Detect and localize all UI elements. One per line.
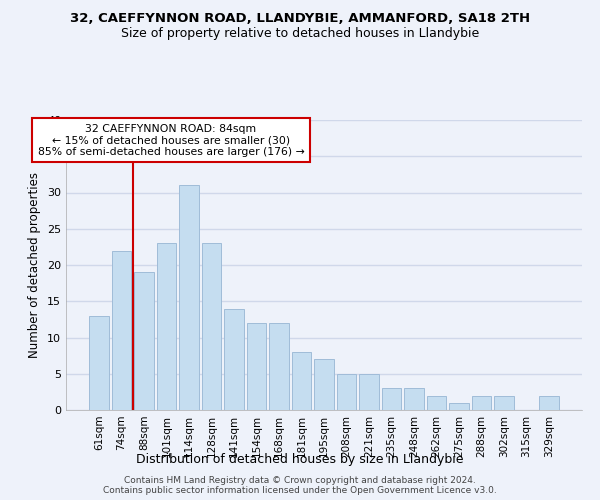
Bar (292, 352, 311, 410)
Y-axis label: Number of detached properties: Number of detached properties (28, 172, 41, 358)
Bar (314, 359, 334, 410)
Bar (247, 323, 266, 410)
Text: Size of property relative to detached houses in Llandybie: Size of property relative to detached ho… (121, 28, 479, 40)
Bar (112, 250, 131, 410)
Bar (404, 388, 424, 410)
Text: Distribution of detached houses by size in Llandybie: Distribution of detached houses by size … (136, 454, 464, 466)
Bar (337, 374, 356, 410)
Bar (359, 374, 379, 410)
Bar (494, 396, 514, 410)
Bar (382, 388, 401, 410)
Bar (202, 244, 221, 410)
Bar (89, 316, 109, 410)
Bar (449, 403, 469, 410)
Bar (134, 272, 154, 410)
Bar (157, 244, 176, 410)
Bar (539, 396, 559, 410)
Bar (472, 396, 491, 410)
Text: Contains HM Land Registry data © Crown copyright and database right 2024.
Contai: Contains HM Land Registry data © Crown c… (103, 476, 497, 495)
Bar (224, 308, 244, 410)
Bar (269, 323, 289, 410)
Text: 32, CAEFFYNNON ROAD, LLANDYBIE, AMMANFORD, SA18 2TH: 32, CAEFFYNNON ROAD, LLANDYBIE, AMMANFOR… (70, 12, 530, 26)
Bar (427, 396, 446, 410)
Bar (179, 185, 199, 410)
Text: 32 CAEFFYNNON ROAD: 84sqm
← 15% of detached houses are smaller (30)
85% of semi-: 32 CAEFFYNNON ROAD: 84sqm ← 15% of detac… (38, 124, 304, 157)
